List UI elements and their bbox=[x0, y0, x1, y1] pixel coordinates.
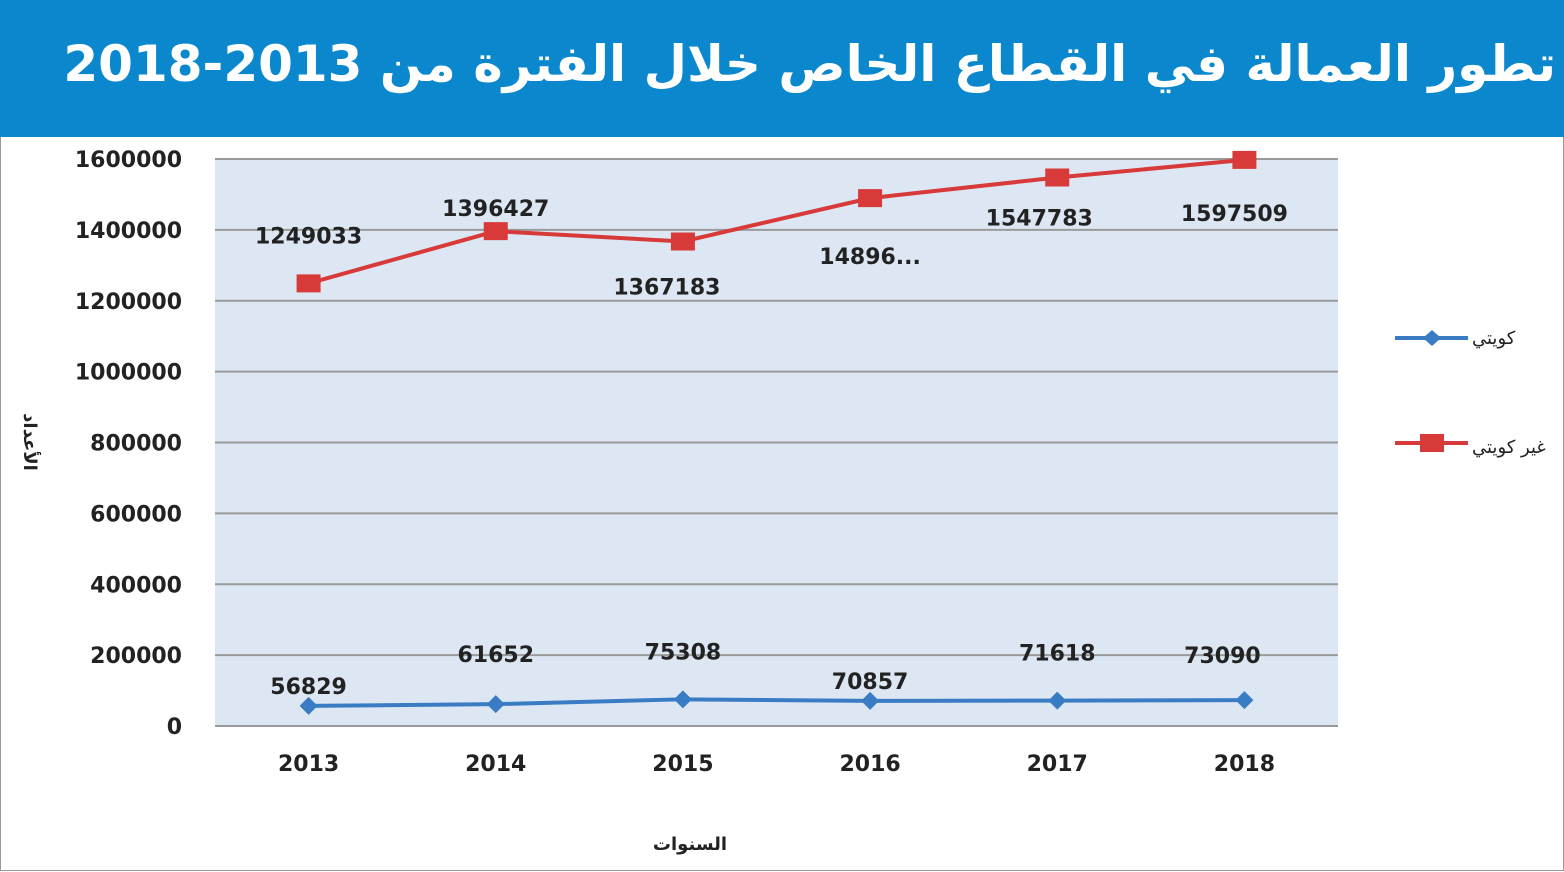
data-point-square bbox=[296, 274, 321, 293]
data-point-square bbox=[858, 189, 883, 208]
legend-marker-square bbox=[1420, 434, 1444, 452]
y-tick-label: 1600000 bbox=[75, 148, 182, 173]
data-point-square bbox=[1045, 168, 1070, 187]
data-point-diamond bbox=[1235, 691, 1254, 710]
x-tick-label: 2013 bbox=[278, 752, 339, 777]
data-label: 71618 bbox=[1019, 642, 1096, 667]
data-label: 1249033 bbox=[255, 224, 362, 249]
data-label: 1367183 bbox=[613, 276, 720, 301]
data-label: 70857 bbox=[832, 670, 909, 695]
data-label: 75308 bbox=[645, 640, 722, 665]
data-label: 1597509 bbox=[1181, 202, 1288, 227]
data-point-diamond bbox=[673, 690, 692, 709]
x-tick-label: 2018 bbox=[1214, 752, 1275, 777]
y-tick-label: 200000 bbox=[90, 644, 182, 669]
data-point-square bbox=[1232, 150, 1257, 169]
y-tick-label: 400000 bbox=[90, 573, 182, 598]
legend-marker-diamond bbox=[1423, 330, 1441, 346]
data-point-square bbox=[670, 232, 695, 251]
title-bar: تطور العمالة في القطاع الخاص خلال الفترة… bbox=[0, 0, 1564, 137]
x-tick-label: 2014 bbox=[465, 752, 526, 777]
y-axis-label: الأعداد bbox=[19, 413, 41, 471]
series-line-1 bbox=[308, 157, 1245, 286]
legend-label: غير كويتي bbox=[1472, 437, 1546, 458]
data-label: 61652 bbox=[457, 643, 534, 668]
data-label: 1547783 bbox=[986, 207, 1093, 232]
y-tick-label: 800000 bbox=[90, 432, 182, 457]
series-line-0 bbox=[308, 697, 1245, 708]
x-tick-label: 2017 bbox=[1027, 752, 1088, 777]
x-tick-label: 2015 bbox=[652, 752, 713, 777]
data-label: 56829 bbox=[270, 675, 347, 700]
data-point-diamond bbox=[486, 695, 505, 714]
data-label: 73090 bbox=[1184, 644, 1261, 669]
x-tick-label: 2016 bbox=[839, 752, 900, 777]
data-point-diamond bbox=[861, 691, 880, 710]
y-tick-label: 1400000 bbox=[75, 219, 182, 244]
data-label: 14896... bbox=[819, 245, 921, 270]
chart-title: تطور العمالة في القطاع الخاص خلال الفترة… bbox=[63, 35, 1556, 93]
y-tick-label: 0 bbox=[167, 715, 182, 740]
data-point-square bbox=[483, 222, 508, 241]
x-axis-label: السنوات bbox=[653, 834, 727, 855]
data-point-diamond bbox=[1048, 691, 1067, 710]
legend-label: كويتي bbox=[1472, 328, 1516, 349]
y-tick-label: 1200000 bbox=[75, 290, 182, 315]
data-label: 1396427 bbox=[442, 197, 549, 222]
y-tick-label: 600000 bbox=[90, 502, 182, 527]
data-point-diamond bbox=[299, 696, 318, 715]
y-tick-label: 1000000 bbox=[75, 361, 182, 386]
